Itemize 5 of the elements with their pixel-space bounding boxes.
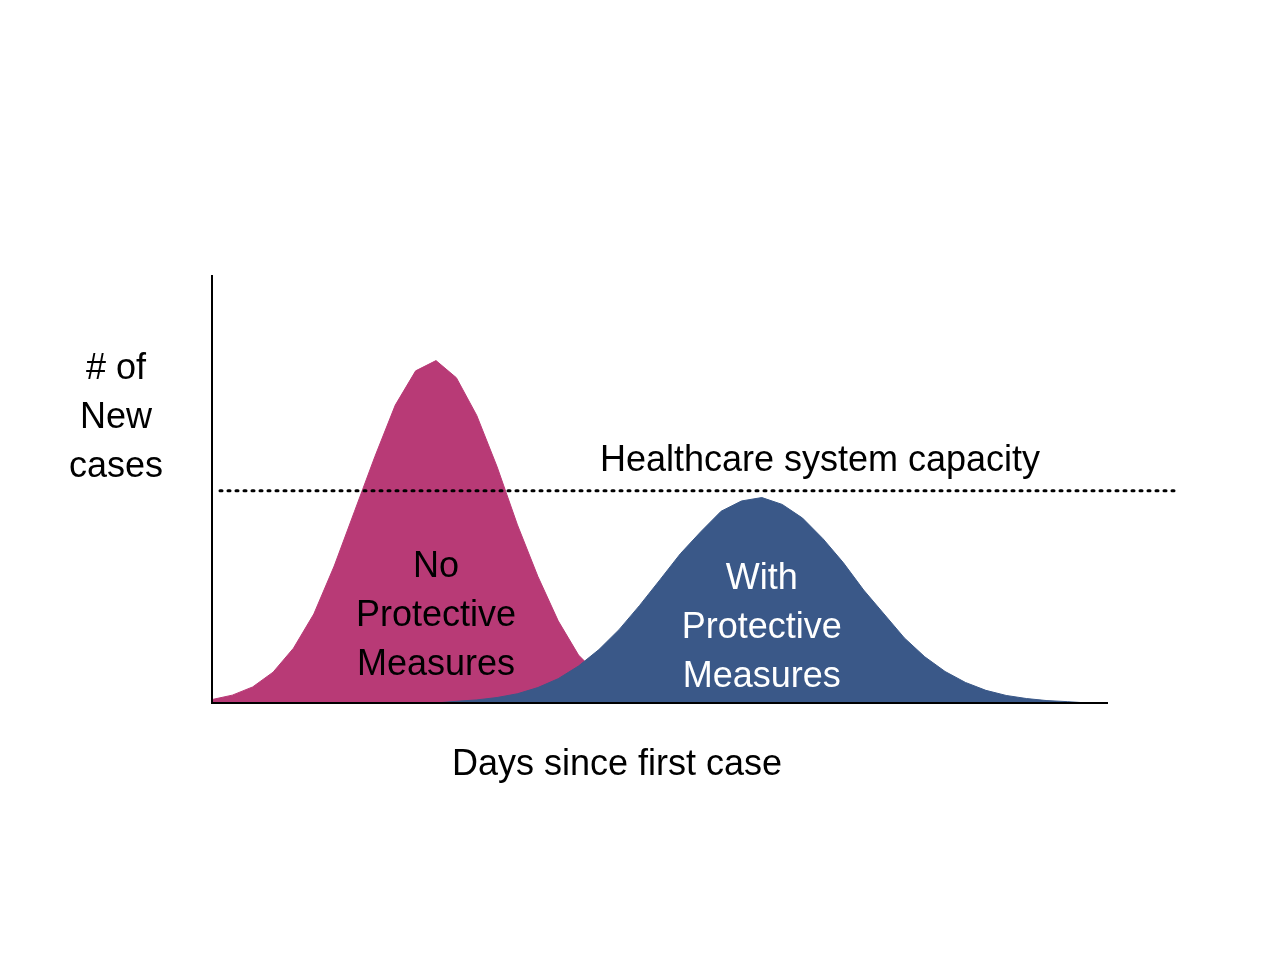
series-label: No Protective Measures — [355, 543, 517, 683]
series-label: With Protective Measures — [681, 555, 842, 695]
x-axis-title: Days since first case — [450, 742, 784, 784]
ref-line-label: Healthcare system capacity — [599, 437, 1041, 479]
y-axis-title: # of New cases — [67, 345, 164, 487]
